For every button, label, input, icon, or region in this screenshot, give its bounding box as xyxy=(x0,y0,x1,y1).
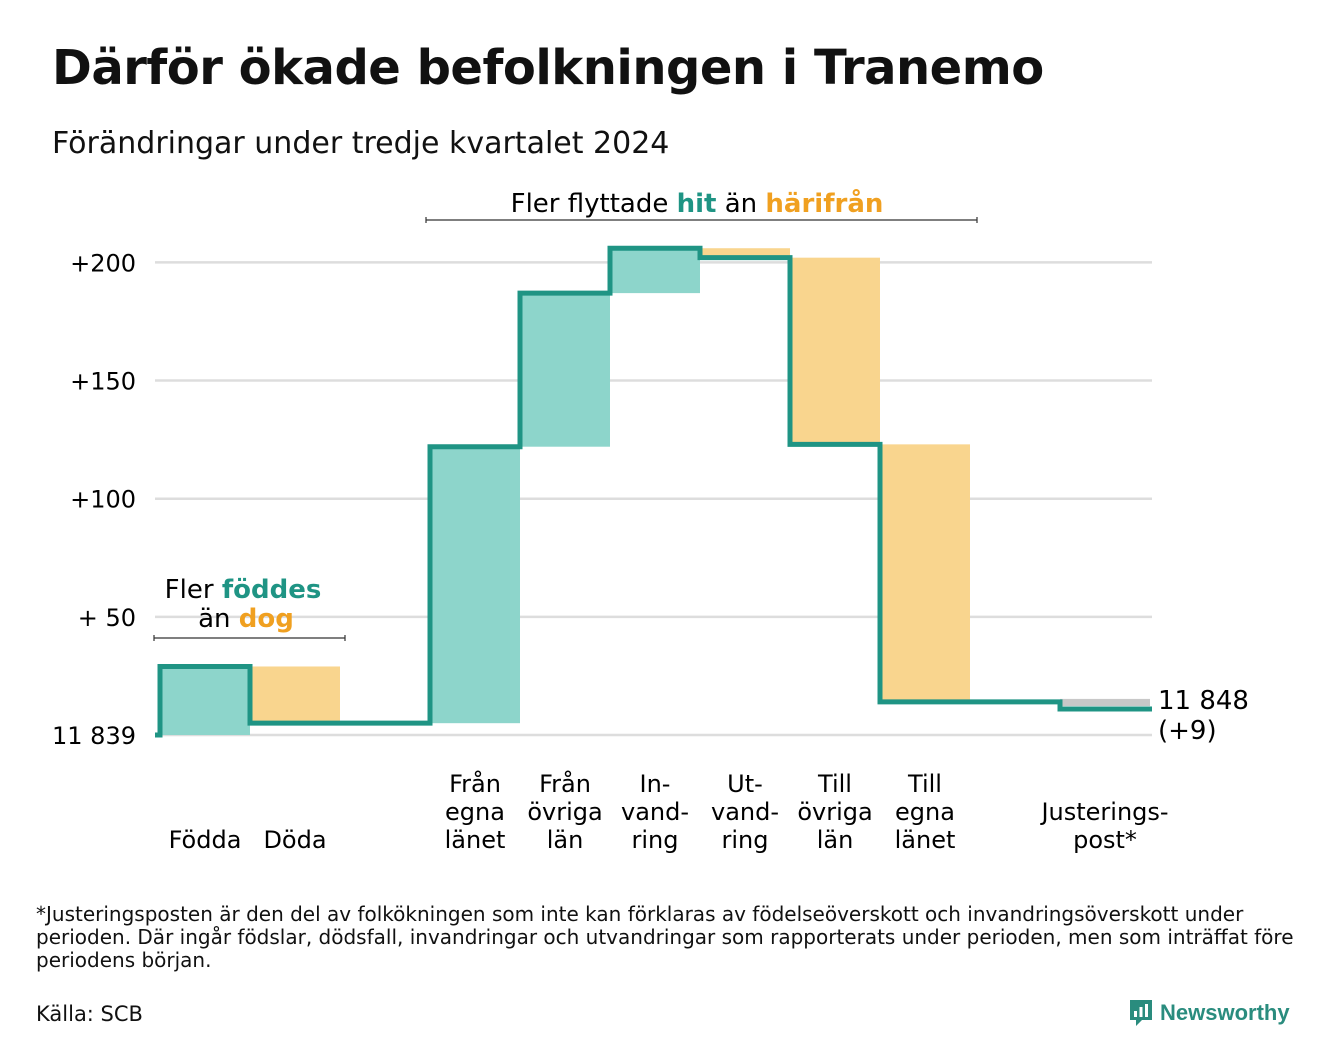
x-tick-label: Från xyxy=(449,769,501,798)
births-annotation-dog: dog xyxy=(239,604,294,634)
births-annotation: Fler föddes än dog xyxy=(153,575,346,641)
migration-annotation: Fler flyttade hit än härifrån xyxy=(425,187,978,223)
births-annotation-an: än xyxy=(198,604,230,634)
y-tick-label: +150 xyxy=(70,368,136,396)
waterfall-bar xyxy=(160,666,250,735)
x-tick-label: övriga xyxy=(527,798,602,826)
births-annotation-fler: Fler xyxy=(165,575,214,605)
x-tick-label: länet xyxy=(895,826,956,854)
chart-subtitle: Förändringar under tredje kvartalet 2024 xyxy=(52,126,670,161)
x-tick-label: Ut- xyxy=(727,770,763,798)
x-tick-label: Födda xyxy=(169,826,242,854)
gridlines xyxy=(155,261,1152,737)
newsworthy-icon xyxy=(1130,1000,1152,1026)
newsworthy-logo: Newsworthy xyxy=(1128,998,1290,1028)
footnote: *Justeringsposten är den del av folkökni… xyxy=(36,902,1294,972)
x-tick-label: egna xyxy=(895,798,955,826)
y-axis-labels: 11 839 + 50 +100 +150 +200 xyxy=(52,249,136,750)
y-tick-label: +100 xyxy=(70,486,136,514)
x-tick-label: Till xyxy=(907,770,942,798)
x-tick-label: länet xyxy=(445,826,506,854)
x-tick-label: Döda xyxy=(263,826,326,854)
x-tick-label: post* xyxy=(1073,826,1137,854)
migration-annotation-hit: hit xyxy=(677,189,717,219)
waterfall-bar xyxy=(700,248,790,258)
svg-text:än dog: än dog xyxy=(198,604,294,634)
x-tick-label: övriga xyxy=(797,798,872,826)
waterfall-chart: 11 839+ 50+100+150+200 Födda DödaFrånegna… xyxy=(52,187,1249,854)
waterfall-bar xyxy=(430,446,520,724)
migration-annotation-fler: Fler flyttade xyxy=(511,189,669,219)
x-tick-label: Justerings- xyxy=(1039,798,1168,826)
births-annotation-foddes: föddes xyxy=(222,575,322,605)
waterfall-bar xyxy=(250,666,340,724)
svg-text:Fler flyttade hit: Fler flyttade hit än härifrån xyxy=(511,187,884,219)
waterfall-bar xyxy=(880,444,970,702)
migration-bracket xyxy=(425,217,978,223)
migration-annotation-an: än xyxy=(725,189,757,219)
x-tick-label: Från xyxy=(539,769,591,798)
source-label: Källa: SCB xyxy=(36,1002,143,1026)
end-value-label: 11 848 xyxy=(1158,686,1249,716)
migration-annotation-harifran: härifrån xyxy=(765,187,883,219)
x-axis-labels: Födda DödaFrånegnalänetFrånövrigalänIn-va… xyxy=(169,769,1169,854)
x-tick-label: In- xyxy=(640,770,671,798)
births-bracket xyxy=(153,635,346,641)
x-tick-label: Till xyxy=(817,770,852,798)
waterfall-bar xyxy=(520,293,610,447)
end-change-label: (+9) xyxy=(1158,716,1217,746)
x-tick-label: egna xyxy=(445,798,505,826)
y-tick-label: + 50 xyxy=(78,604,136,632)
brand-name: Newsworthy xyxy=(1160,1000,1290,1025)
y-tick-label: +200 xyxy=(70,249,136,277)
x-tick-label: ring xyxy=(722,826,769,854)
x-tick-label: ring xyxy=(632,826,679,854)
waterfall-bar xyxy=(790,257,880,445)
x-tick-label: län xyxy=(817,826,854,854)
bars xyxy=(160,248,1150,735)
population-step-line xyxy=(155,245,1152,738)
x-tick-label: vand- xyxy=(711,798,779,826)
x-tick-label: vand- xyxy=(621,798,689,826)
chart-title: Därför ökade befolkningen i Tranemo xyxy=(52,40,1044,96)
waterfall-bar xyxy=(1060,698,1150,707)
x-tick-label: län xyxy=(547,826,584,854)
y-tick-label: 11 839 xyxy=(52,722,136,750)
svg-text:Fler föddes: Fler föddes xyxy=(165,575,322,605)
waterfall-bar xyxy=(610,248,700,294)
